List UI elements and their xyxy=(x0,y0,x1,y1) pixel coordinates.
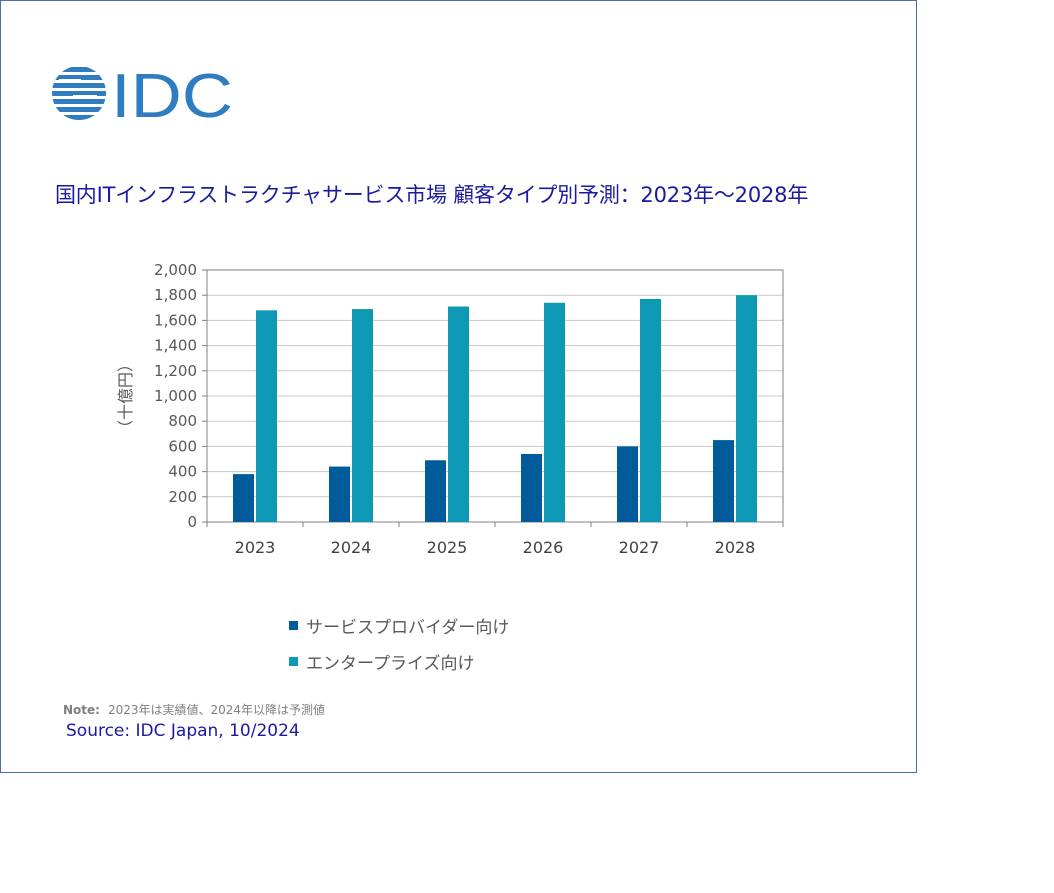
y-tick-label: 1,600 xyxy=(154,311,197,329)
chart-legend: サービスプロバイダー向け エンタープライズ向け xyxy=(289,607,509,679)
y-axis-label: （十億円） xyxy=(116,356,135,436)
bar-chart: 0 200 400 600 800 1,000 1,200 1,400 1,600 1,800 2,… xyxy=(116,261,784,557)
x-tick-label: 2028 xyxy=(715,538,756,557)
legend-item-service-provider: サービスプロバイダー向け xyxy=(289,607,509,643)
chart-frame: IDC 国内ITインフラストラクチャサービス市場 顧客タイプ別予測：2023年～… xyxy=(0,0,917,773)
x-tick-label: 2025 xyxy=(427,538,468,557)
bar-enterprise-2027 xyxy=(640,298,661,522)
x-tick-label: 2023 xyxy=(235,538,276,557)
idc-logo: IDC xyxy=(52,65,233,125)
legend-item-enterprise: エンタープライズ向け xyxy=(289,643,509,679)
legend-swatch-service-provider xyxy=(289,620,298,630)
note: Note: 2023年は実績値、2024年以降は予測値 xyxy=(63,701,325,718)
y-tick-label: 600 xyxy=(168,437,197,455)
logo-text: IDC xyxy=(111,65,233,125)
legend-label: サービスプロバイダー向け xyxy=(306,617,510,638)
bar-enterprise-2023 xyxy=(256,310,277,522)
logo-globe-icon xyxy=(52,67,106,120)
bar-service-provider-2027 xyxy=(617,446,638,522)
y-tick-label: 800 xyxy=(168,412,197,430)
bar-enterprise-2024 xyxy=(352,309,373,522)
legend-swatch-enterprise xyxy=(289,656,298,666)
chart-title: 国内ITインフラストラクチャサービス市場 顧客タイプ別予測：2023年～2028… xyxy=(55,183,809,207)
y-tick-label: 2,000 xyxy=(154,261,197,279)
bar-service-provider-2024 xyxy=(329,466,350,522)
bar-service-provider-2023 xyxy=(233,474,254,522)
x-tick-label: 2027 xyxy=(619,538,660,557)
legend-label: エンタープライズ向け xyxy=(306,653,475,674)
x-tick-label: 2026 xyxy=(523,538,564,557)
y-tick-label: 0 xyxy=(187,513,197,531)
bar-service-provider-2028 xyxy=(713,440,734,522)
bar-service-provider-2025 xyxy=(425,460,446,522)
y-tick-label: 1,200 xyxy=(154,362,197,380)
x-tick-label: 2024 xyxy=(331,538,372,557)
note-text: 2023年は実績値、2024年以降は予測値 xyxy=(107,703,326,717)
y-tick-label: 1,400 xyxy=(154,337,197,355)
y-tick-label: 1,000 xyxy=(154,387,197,405)
source: Source: IDC Japan, 10/2024 xyxy=(66,721,300,741)
note-label: Note: xyxy=(63,703,100,717)
y-tick-label: 1,800 xyxy=(154,286,197,304)
bar-enterprise-2028 xyxy=(736,295,757,522)
bar-enterprise-2025 xyxy=(448,306,469,522)
y-tick-label: 400 xyxy=(168,463,197,481)
bar-service-provider-2026 xyxy=(521,453,542,522)
y-tick-label: 200 xyxy=(168,488,197,506)
bar-enterprise-2026 xyxy=(544,302,565,522)
